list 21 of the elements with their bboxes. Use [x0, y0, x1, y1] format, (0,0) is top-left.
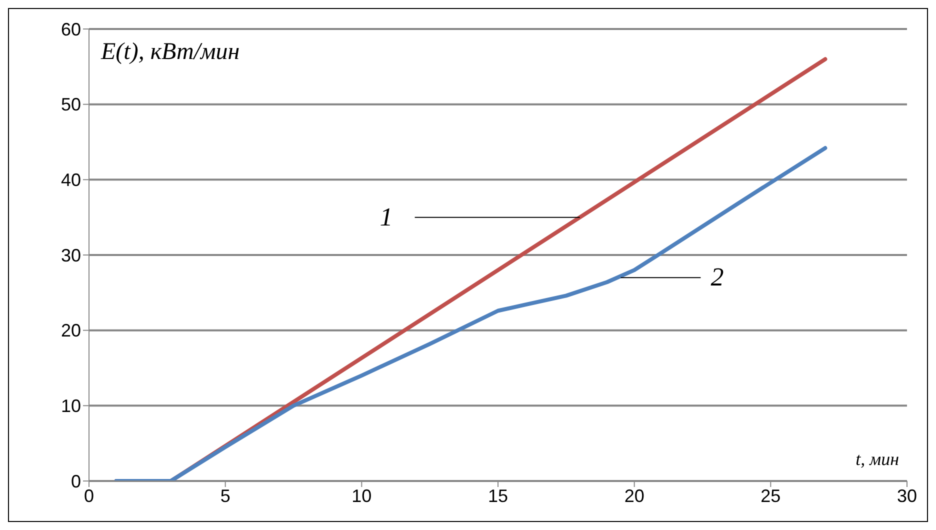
- leader-label: 2: [620, 262, 724, 292]
- y-tick-label: 50: [60, 94, 81, 115]
- y-tick-label: 0: [70, 471, 81, 492]
- x-tick-label: 15: [488, 486, 508, 506]
- leader-label: 1: [380, 202, 580, 232]
- x-tick-label: 25: [760, 486, 781, 506]
- y-tick-label: 40: [60, 170, 81, 190]
- x-tick-label: 20: [624, 486, 644, 506]
- annotation: 1: [380, 202, 393, 232]
- x-tick-label: 10: [352, 486, 372, 506]
- x-axis-title: t, мин: [856, 449, 899, 470]
- y-axis-title: E(t), кВт/мин: [101, 39, 240, 66]
- y-tick-label: 30: [60, 245, 81, 266]
- annotation: 2: [710, 262, 724, 292]
- y-tick-label: 60: [60, 19, 81, 40]
- y-tick-label: 20: [60, 320, 81, 341]
- y-tick-label: 10: [60, 396, 81, 416]
- x-tick-label: 30: [896, 486, 918, 506]
- x-tick-label: 5: [220, 486, 230, 506]
- x-tick-label: 0: [84, 486, 94, 506]
- line-series: [114, 146, 828, 481]
